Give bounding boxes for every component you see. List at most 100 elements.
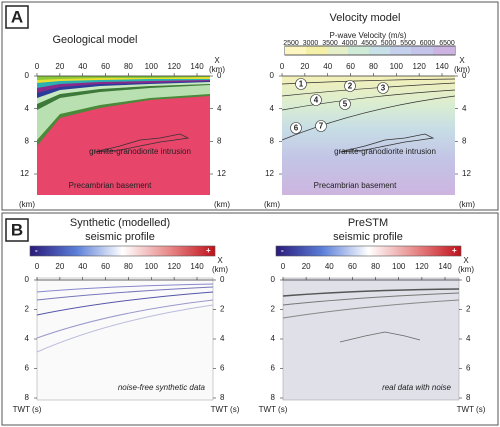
annotation: granite-granodiorite intrusion <box>89 147 191 156</box>
x-tick-label: 80 <box>124 62 133 71</box>
layer-marker <box>344 80 356 92</box>
x-label: X <box>217 256 223 265</box>
y-tick-label: 8 <box>25 393 30 402</box>
colorbar-sign: + <box>206 246 211 255</box>
y-tick-label: 2 <box>220 305 225 314</box>
x-label: X <box>214 56 220 65</box>
y-tick-label: 6 <box>466 364 471 373</box>
y-unit: (km) <box>214 200 230 209</box>
x-tick-label: 140 <box>190 62 204 71</box>
y-tick-label: 12 <box>217 169 226 178</box>
y-tick-label: 0 <box>466 275 471 284</box>
x-tick-label: 0 <box>35 62 40 71</box>
y-tick-label: 8 <box>271 393 276 402</box>
y-tick-label: 4 <box>220 334 225 343</box>
panel-label: B <box>11 220 23 239</box>
x-tick-label: 20 <box>300 62 309 71</box>
colorbar-tick-label: 4500 <box>361 40 377 47</box>
y-unit: TWT (s) <box>13 405 42 414</box>
x-unit: (km) <box>454 65 470 74</box>
y-tick-label: 8 <box>466 393 471 402</box>
x-tick-label: 40 <box>323 62 332 71</box>
colorbar-sign: + <box>452 246 457 255</box>
y-tick-label: 12 <box>265 169 274 178</box>
colorbar-sign: - <box>35 246 38 255</box>
y-tick-label: 4 <box>217 104 222 113</box>
y-tick-label: 0 <box>217 71 222 80</box>
colorbar-tick-label: 5500 <box>400 40 416 47</box>
y-tick-label: 2 <box>466 305 471 314</box>
annotation: Precambrian basement <box>69 181 152 190</box>
y-tick-label: 0 <box>270 71 275 80</box>
x-unit: (km) <box>209 65 225 74</box>
y-tick-label: 6 <box>220 364 225 373</box>
layer-marker <box>315 120 327 132</box>
subplot-title: seismic profile <box>85 231 155 243</box>
layer-label: 4 <box>314 96 319 105</box>
x-tick-label: 140 <box>435 62 449 71</box>
x-tick-label: 80 <box>371 262 380 271</box>
x-tick-label: 60 <box>346 62 355 71</box>
colorbar-tick-label: 4000 <box>342 40 358 47</box>
subplot-title: Synthetic (modelled) <box>70 217 170 229</box>
x-tick-label: 40 <box>325 262 334 271</box>
y-tick-label: 2 <box>271 305 276 314</box>
x-tick-label: 80 <box>369 62 378 71</box>
annotation: granite-granodiorite intrusion <box>334 147 436 156</box>
x-tick-label: 0 <box>281 262 286 271</box>
colorbar-tick-label: 6500 <box>439 40 455 47</box>
colorbar-sign: - <box>281 246 284 255</box>
y-tick-label: 12 <box>462 169 471 178</box>
panel-a-frame <box>1 1 499 211</box>
y-tick-label: 6 <box>25 364 30 373</box>
subplot-title: seismic profile <box>333 231 403 243</box>
prestm-seismic <box>275 245 462 401</box>
note: noise-free synthetic data <box>118 383 206 392</box>
subplot-title: Velocity model <box>330 12 401 24</box>
y-unit: (km) <box>19 200 35 209</box>
label-box <box>5 218 29 242</box>
y-tick-label: 4 <box>25 334 30 343</box>
x-tick-label: 100 <box>145 262 159 271</box>
x-tick-label: 100 <box>390 62 404 71</box>
y-tick-label: 0 <box>25 71 30 80</box>
x-tick-label: 80 <box>124 262 133 271</box>
y-tick-label: 8 <box>270 136 275 145</box>
y-tick-label: 8 <box>462 136 467 145</box>
velocity-colorbar <box>284 45 456 56</box>
y-tick-label: 4 <box>462 104 467 113</box>
x-tick-label: 100 <box>145 62 159 71</box>
y-unit: (km) <box>459 200 475 209</box>
layer-marker <box>290 122 302 134</box>
x-tick-label: 140 <box>438 262 452 271</box>
synthetic-seismic <box>29 245 216 401</box>
layer-label: 6 <box>294 124 299 133</box>
x-tick-label: 20 <box>55 262 64 271</box>
layer-label: 1 <box>299 80 304 89</box>
annotation: Precambrian basement <box>314 181 397 190</box>
x-label: X <box>463 256 469 265</box>
colorbar-tick-label: 3500 <box>322 40 338 47</box>
x-unit: (km) <box>212 265 228 274</box>
y-tick-label: 4 <box>271 334 276 343</box>
layer-marker <box>295 78 307 90</box>
layer-marker <box>377 82 389 94</box>
x-tick-label: 20 <box>302 262 311 271</box>
x-tick-label: 60 <box>101 62 110 71</box>
subplot-title: Geological model <box>53 34 138 46</box>
x-tick-label: 120 <box>167 62 181 71</box>
x-tick-label: 0 <box>280 62 285 71</box>
x-tick-label: 40 <box>78 262 87 271</box>
layer-marker <box>310 94 322 106</box>
x-tick-label: 120 <box>412 62 426 71</box>
y-tick-label: 4 <box>25 104 30 113</box>
x-tick-label: 140 <box>190 262 204 271</box>
colorbar-tick-label: 6000 <box>420 40 436 47</box>
x-tick-label: 60 <box>348 262 357 271</box>
x-tick-label: 60 <box>101 262 110 271</box>
panel-label: A <box>11 7 23 26</box>
layer-label: 2 <box>348 82 353 91</box>
x-label: X <box>459 56 465 65</box>
x-tick-label: 120 <box>415 262 429 271</box>
